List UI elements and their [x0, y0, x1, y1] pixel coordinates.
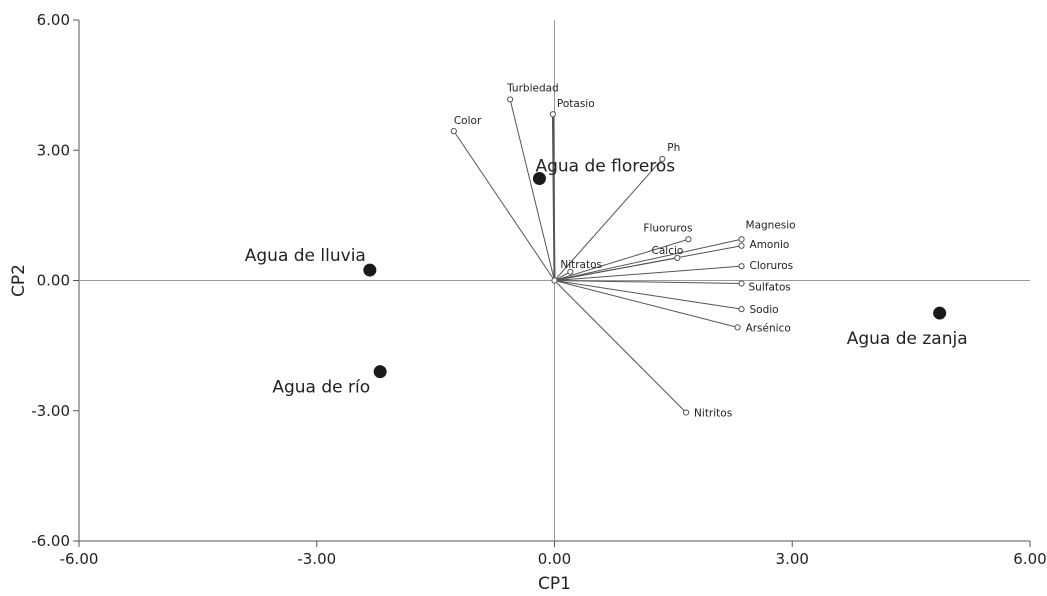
vector-tip-ph — [659, 155, 666, 163]
point-agua-de-floreros — [532, 171, 546, 185]
point-label-agua-de-rio: Agua de río — [272, 378, 370, 398]
vector-tip-nitratos — [567, 268, 574, 275]
vector-sulfatos — [554, 280, 742, 285]
point-label-agua-de-floreros: Agua de floreros — [535, 156, 675, 176]
vector-arsenico — [554, 280, 738, 328]
x-tick-label: 0.00 — [538, 550, 571, 568]
point-label-agua-de-lluvia: Agua de lluvia — [245, 246, 366, 266]
vector-tip-arsenico — [734, 324, 741, 331]
vector-label-turbiedad: Turbiedad — [506, 82, 559, 94]
vector-color — [453, 130, 555, 281]
vector-tip-fluoruros — [685, 236, 692, 243]
x-tick-label: 6.00 — [1013, 550, 1046, 568]
vector-tip-amonio — [738, 242, 745, 249]
y-tick-label: -6.00 — [31, 532, 70, 550]
vector-sodio — [554, 280, 742, 310]
vector-tip-cloruros — [738, 263, 745, 270]
vector-cloruros — [554, 265, 742, 281]
vector-tip-color — [450, 128, 457, 135]
vector-tip-sulfatos — [738, 280, 745, 287]
vector-tip-calcio — [674, 254, 681, 262]
vector-label-nitritos: Nitritos — [694, 407, 732, 419]
point-label-agua-de-zanja: Agua de zanja — [847, 329, 968, 349]
vector-fluoruros — [554, 238, 689, 281]
variable-vectors: Turbiedad Potasio Color Ph Magnesio Fluoruros… — [450, 82, 796, 419]
vector-label-ph: Ph — [667, 142, 680, 154]
point-agua-de-lluvia — [363, 263, 377, 277]
vector-calcio — [554, 257, 678, 281]
vector-label-fluoruros: Fluoruros — [643, 222, 692, 234]
vector-label-arsenico: Arsénico — [746, 322, 791, 334]
y-axis-title: CP2 — [9, 264, 29, 297]
vector-label-sulfatos: Sulfatos — [749, 282, 791, 294]
x-tick-label: 3.00 — [776, 550, 809, 568]
vector-label-potasio: Potasio — [557, 98, 595, 110]
y-tick-label: 3.00 — [37, 141, 70, 159]
y-tick-label: -3.00 — [31, 402, 70, 420]
vector-ph — [554, 158, 663, 281]
origin-marker — [551, 277, 558, 284]
vector-tip-sodio — [738, 306, 745, 313]
vector-label-cloruros: Cloruros — [750, 260, 794, 272]
vector-label-nitratos: Nitratos — [560, 259, 602, 271]
vector-tip-magnesio — [738, 236, 745, 243]
vector-potasio — [551, 114, 556, 281]
vector-tip-nitritos — [682, 409, 690, 416]
vector-label-sodio: Sodio — [750, 304, 779, 316]
y-tick-label: 0.00 — [37, 272, 70, 290]
x-tick-label: -6.00 — [60, 550, 99, 568]
vector-label-magnesio: Magnesio — [746, 219, 796, 231]
x-tick-label: -3.00 — [297, 550, 336, 568]
vector-turbiedad — [509, 99, 555, 281]
vector-magnesio — [554, 238, 742, 281]
vector-tip-turbiedad — [507, 96, 514, 103]
vector-label-color: Color — [454, 115, 482, 127]
x-axis-title: CP1 — [538, 574, 571, 594]
vector-nitritos — [554, 280, 687, 413]
vector-label-amonio: Amonio — [750, 239, 790, 251]
observations: Agua de floreros Agua de lluvia Agua de rí… — [245, 156, 968, 397]
ticks: -6.00 -3.00 0.00 3.00 6.00 6.00 3.00 0.00 -3.00 -… — [31, 11, 1047, 568]
vector-label-calcio: Calcio — [652, 245, 684, 257]
vector-tip-potasio — [549, 111, 557, 118]
point-agua-de-rio — [373, 365, 387, 379]
point-agua-de-zanja — [933, 306, 947, 320]
y-tick-label: 6.00 — [37, 11, 70, 29]
